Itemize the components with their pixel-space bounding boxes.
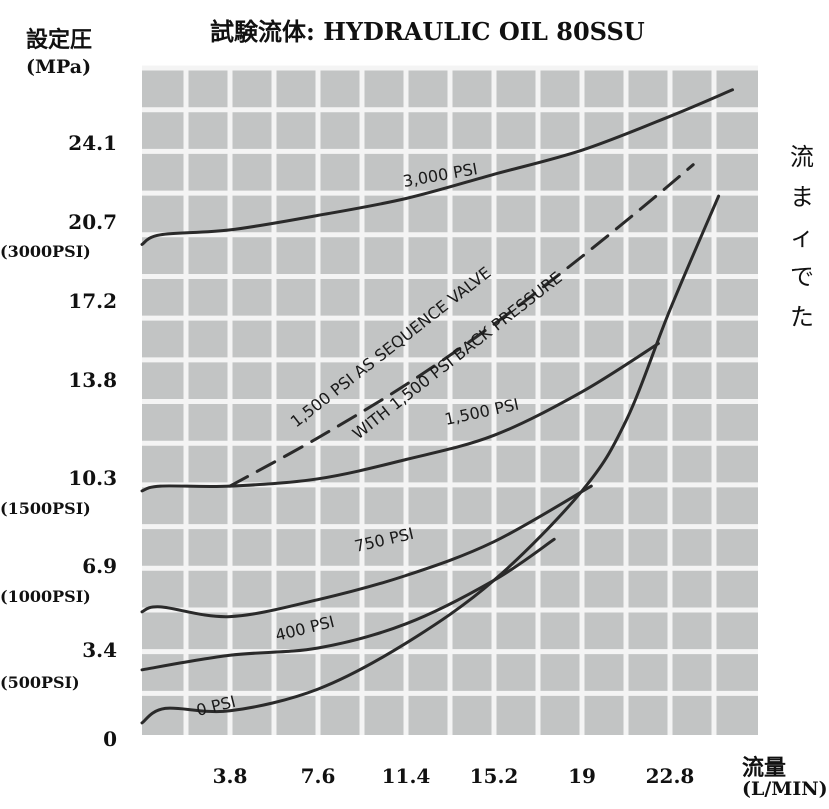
y-axis-label: 設定圧: [26, 27, 93, 53]
x-tick-label: 19: [568, 764, 596, 788]
y-tick-sublabel: (3000PSI): [0, 242, 91, 261]
side-text-char: た: [790, 303, 814, 331]
series-line: [228, 163, 695, 488]
x-axis-label: 流量: [742, 755, 787, 781]
series-line: [140, 342, 660, 493]
y-tick-sublabel: (1000PSI): [0, 587, 91, 606]
chart-title: 試験流体: HYDRAULIC OIL 80SSU: [210, 17, 645, 46]
side-text-char: で: [790, 263, 814, 291]
y-tick-sublabel: (1500PSI): [0, 499, 91, 518]
y-tick-label: 13.8: [68, 368, 117, 392]
y-tick-label: 24.1: [68, 131, 117, 155]
y-tick-label: 0: [103, 727, 117, 751]
series-line: [140, 484, 593, 619]
x-tick-label: 22.8: [645, 764, 695, 788]
y-tick-label: 10.3: [68, 466, 117, 490]
y-tick-sublabel: (500PSI): [0, 673, 80, 692]
x-tick-label: 7.6: [300, 764, 336, 788]
y-tick-label: 6.9: [82, 554, 117, 578]
y-tick-label: 3.4: [82, 638, 117, 662]
y-tick-label: 20.7: [68, 210, 117, 234]
grid-lines: [142, 65, 758, 735]
x-tick-label: 11.4: [381, 764, 431, 788]
x-tick-label: 15.2: [469, 764, 519, 788]
series-lines: [140, 88, 734, 725]
y-axis-unit: (MPa): [26, 56, 92, 78]
series-line: [140, 88, 734, 246]
side-text-char: 流: [790, 143, 814, 171]
side-text-char: ィ: [790, 223, 814, 251]
series-line: [140, 194, 721, 725]
y-tick-label: 17.2: [68, 289, 117, 313]
side-text-char: ま: [790, 183, 814, 211]
x-tick-label: 3.8: [212, 764, 248, 788]
x-axis-unit: (L/MIN): [742, 778, 828, 800]
